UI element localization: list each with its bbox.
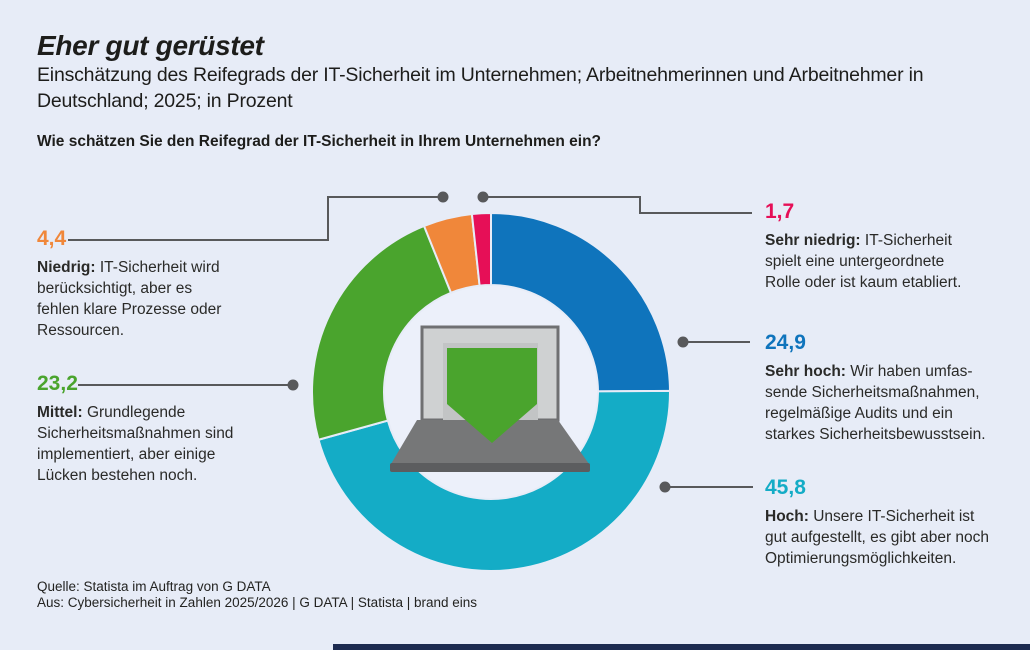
leader-dot-niedrig xyxy=(437,191,449,203)
laptop-icon xyxy=(390,325,590,472)
leader-dot-hoch xyxy=(659,481,671,493)
callout-description: Hoch: Unsere IT-Sicherheit ist gut aufge… xyxy=(765,506,1030,569)
donut-slice-sehr-niedrig xyxy=(470,211,492,287)
source-line-2: Aus: Cybersicherheit in Zahlen 2025/2026… xyxy=(37,594,478,610)
callout-hoch: 45,8 Hoch: Unsere IT-Sicherheit ist gut … xyxy=(765,475,1030,569)
laptop-base-edge xyxy=(390,463,590,472)
callout-sehr-niedrig: 1,7 Sehr niedrig: IT-Sicherheit spielt e… xyxy=(765,199,1030,293)
callout-leader-lines xyxy=(68,191,753,493)
page-title: Eher gut gerüstet xyxy=(37,30,264,61)
survey-question: Wie schätzen Sie den Reifegrad der IT-Si… xyxy=(37,133,602,150)
callout-term: Niedrig: xyxy=(37,259,96,276)
callout-value: 24,9 xyxy=(765,331,806,354)
leader-dot-sehr-hoch xyxy=(677,336,689,348)
callout-description: Mittel: Grundlegende Sicherheitsmaßnahme… xyxy=(37,402,307,486)
leader-line-sehr-niedrig xyxy=(483,196,752,214)
donut-slice-mittel xyxy=(311,224,453,442)
callout-text: IT-Sicherheit spielt eine untergeordnete… xyxy=(765,232,962,291)
callout-value: 4,4 xyxy=(37,227,67,250)
callout-text: Grundlegende Sicherheitsmaßnahmen sind i… xyxy=(37,404,234,484)
callout-description: Sehr niedrig: IT-Sicherheit spielt eine … xyxy=(765,230,1030,293)
callout-text: Wir haben umfas- sende Sicherheitsmaßnah… xyxy=(765,363,986,443)
subtitle: Einschätzung des Reifegrads der IT-Siche… xyxy=(37,64,924,112)
callout-text: IT-Sicherheit wird berücksichtigt, aber … xyxy=(37,259,222,339)
callout-description: Niedrig: IT-Sicherheit wird berücksichti… xyxy=(37,257,307,341)
shield-icon xyxy=(447,348,537,443)
callout-value: 1,7 xyxy=(765,200,795,223)
callout-mittel: 23,2 Mittel: Grundlegende Sicherheitsmaß… xyxy=(37,371,307,486)
footer-accent-bar xyxy=(333,644,1030,650)
callout-sehr-hoch: 24,9 Sehr hoch: Wir haben umfas- sende S… xyxy=(765,330,1030,445)
source-line-1: Quelle: Statista im Auftrag von G DATA xyxy=(37,579,271,594)
callout-term: Mittel: xyxy=(37,404,83,421)
callout-term: Sehr hoch: xyxy=(765,363,846,380)
leader-dot-sehr-niedrig xyxy=(477,191,489,203)
callout-value: 23,2 xyxy=(37,372,78,395)
leader-dot-mittel xyxy=(287,379,299,391)
callout-text: Unsere IT-Sicherheit ist gut aufgestellt… xyxy=(765,508,990,567)
donut-slice-hoch xyxy=(317,389,671,572)
donut-slices xyxy=(311,211,672,572)
source-note: Quelle: Statista im Auftrag von G DATA A… xyxy=(37,579,477,610)
callout-term: Sehr niedrig: xyxy=(765,232,861,249)
callout-niedrig: 4,4 Niedrig: IT-Sicherheit wird berücksi… xyxy=(37,226,307,341)
callout-value: 45,8 xyxy=(765,476,806,499)
callout-description: Sehr hoch: Wir haben umfas- sende Sicher… xyxy=(765,361,1030,445)
leader-line-niedrig xyxy=(68,196,443,241)
callout-term: Hoch: xyxy=(765,508,809,525)
donut-slice-sehr-hoch xyxy=(490,211,672,393)
laptop-base xyxy=(391,420,589,464)
